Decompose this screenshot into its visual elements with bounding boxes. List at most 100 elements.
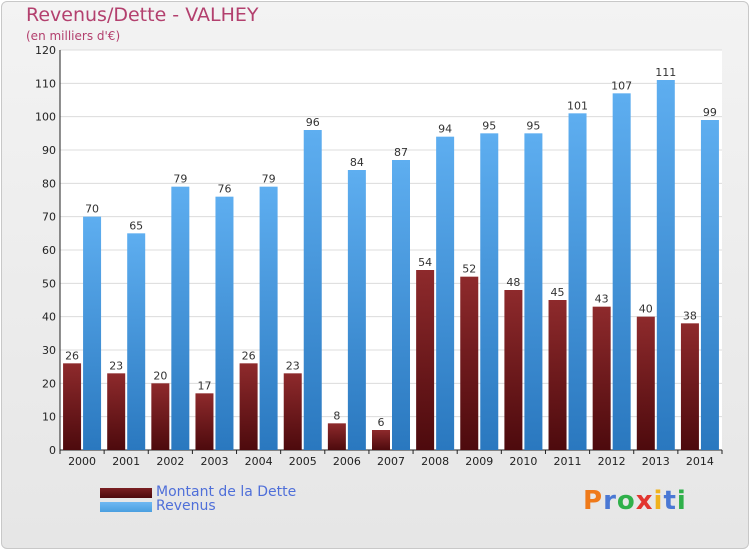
x-tick-label: 2007 [377, 455, 405, 468]
bar-dette [636, 316, 655, 450]
y-tick-label: 50 [42, 277, 56, 290]
logo-letter: r [603, 486, 617, 516]
bar-revenus [392, 160, 410, 450]
data-label-dette: 6 [378, 416, 385, 429]
x-tick-label: 2000 [68, 455, 96, 468]
bar-dette [460, 276, 479, 450]
data-label-revenus: 76 [217, 183, 231, 196]
x-tick-label: 2011 [554, 455, 582, 468]
bar-revenus [171, 186, 190, 450]
chart-title: Revenus/Dette - VALHEY [26, 4, 259, 26]
data-label-dette: 43 [595, 293, 609, 306]
data-label-dette: 26 [65, 349, 79, 362]
bar-revenus [524, 133, 543, 451]
y-tick-label: 20 [42, 377, 56, 390]
y-tick-label: 10 [42, 411, 56, 424]
data-label-revenus: 107 [611, 79, 632, 92]
x-tick-label: 2014 [686, 455, 714, 468]
bar-dette [548, 300, 567, 450]
y-tick-label: 110 [35, 77, 56, 90]
data-label-dette: 48 [506, 276, 520, 289]
y-tick-label: 70 [42, 211, 56, 224]
logo-letter: t [663, 486, 677, 516]
data-label-dette: 23 [109, 359, 123, 372]
x-tick-label: 2009 [465, 455, 493, 468]
bar-dette [107, 373, 126, 450]
bar-dette [680, 323, 699, 450]
bar-revenus [656, 80, 675, 450]
x-tick-label: 2010 [509, 455, 537, 468]
legend-swatch-revenus [100, 502, 152, 512]
bar-revenus [436, 136, 455, 450]
bar-dette [63, 363, 82, 450]
bar-dette [239, 363, 258, 450]
x-tick-label: 2013 [642, 455, 670, 468]
bar-revenus [700, 120, 719, 450]
data-label-revenus: 65 [129, 219, 143, 232]
data-label-revenus: 84 [350, 156, 364, 169]
data-label-dette: 8 [333, 409, 340, 422]
bar-dette [504, 290, 523, 450]
data-label-revenus: 101 [567, 99, 588, 112]
bar-revenus [83, 216, 102, 450]
x-tick-label: 2006 [333, 455, 361, 468]
logo-letter: x [635, 486, 654, 516]
y-tick-label: 100 [35, 111, 56, 124]
data-label-revenus: 70 [85, 203, 99, 216]
legend-label-dette: Montant de la Dette [156, 484, 297, 500]
data-label-dette: 20 [153, 369, 167, 382]
bar-dette [592, 306, 611, 450]
data-label-dette: 23 [286, 359, 300, 372]
x-tick-label: 2012 [598, 455, 626, 468]
legend-swatch-dette [100, 488, 152, 498]
bar-dette [283, 373, 302, 450]
bar-revenus [568, 113, 587, 450]
data-label-dette: 40 [639, 303, 653, 316]
bar-revenus [259, 186, 278, 450]
data-label-dette: 54 [418, 256, 432, 269]
data-label-revenus: 94 [438, 123, 452, 136]
chart-subtitle: (en milliers d'€) [26, 29, 121, 43]
y-tick-label: 60 [42, 244, 56, 257]
data-label-dette: 26 [242, 349, 256, 362]
data-label-dette: 38 [683, 309, 697, 322]
proxiti-logo: Proxiti [583, 486, 687, 516]
legend-label-revenus: Revenus [156, 498, 216, 514]
logo-letter: P [583, 486, 604, 516]
bar-revenus [127, 233, 146, 450]
x-tick-label: 2003 [200, 455, 228, 468]
y-tick-label: 40 [42, 311, 56, 324]
y-tick-label: 0 [49, 444, 56, 457]
data-label-dette: 17 [197, 379, 211, 392]
logo-letter: o [616, 486, 636, 516]
bar-revenus [612, 93, 631, 450]
y-tick-label: 80 [42, 177, 56, 190]
bar-revenus [480, 133, 499, 451]
logo-letter: i [676, 486, 687, 516]
bar-revenus [215, 196, 234, 450]
bar-revenus [347, 170, 366, 450]
logo-letter: i [653, 486, 664, 516]
data-label-revenus: 95 [526, 119, 540, 132]
data-label-revenus: 79 [262, 173, 276, 186]
x-tick-label: 2008 [421, 455, 449, 468]
data-label-revenus: 95 [482, 119, 496, 132]
bar-dette [372, 430, 390, 450]
y-tick-label: 30 [42, 344, 56, 357]
data-label-revenus: 96 [306, 116, 320, 129]
x-tick-label: 2004 [245, 455, 273, 468]
bar-revenus [303, 130, 322, 450]
y-tick-label: 90 [42, 144, 56, 157]
x-tick-label: 2002 [156, 455, 184, 468]
bar-dette [195, 393, 214, 450]
data-label-revenus: 111 [655, 66, 676, 79]
y-tick-label: 120 [35, 44, 56, 57]
data-label-revenus: 99 [703, 106, 717, 119]
data-label-revenus: 79 [173, 173, 187, 186]
x-tick-label: 2001 [112, 455, 140, 468]
data-label-dette: 52 [462, 263, 476, 276]
data-label-revenus: 87 [394, 146, 408, 159]
bar-dette [416, 270, 435, 450]
data-label-dette: 45 [551, 286, 565, 299]
